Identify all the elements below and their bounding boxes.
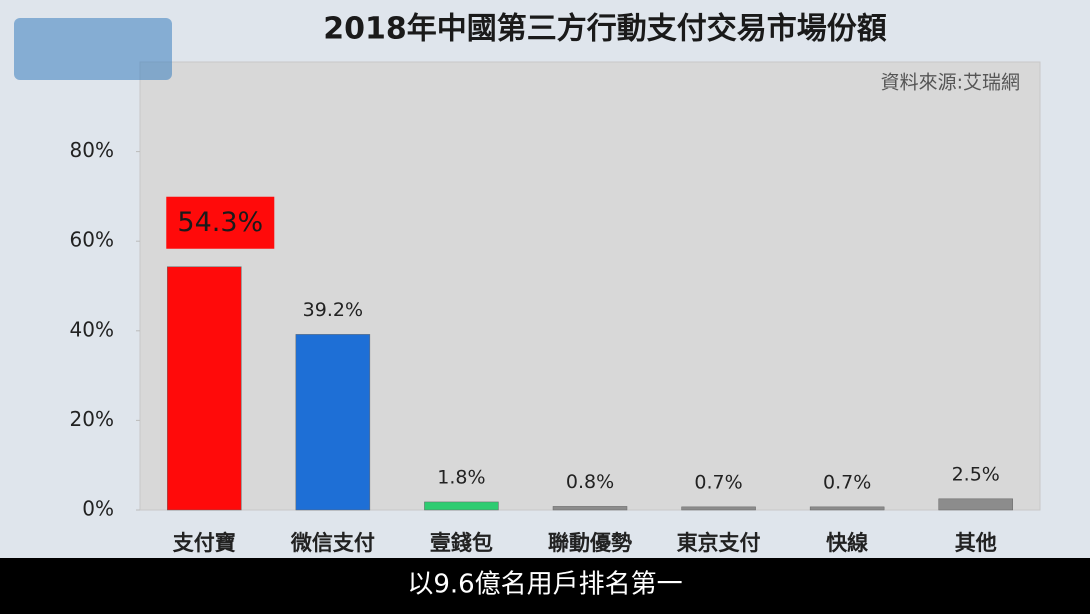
x-tick-label: 聯動優勢 [548,531,632,555]
value-label: 0.8% [566,471,614,493]
y-tick-label: 60% [70,228,114,252]
plot-area [139,61,1041,511]
bar [424,501,499,511]
y-tick-label: 80% [70,138,114,162]
value-label: 39.2% [303,299,363,321]
caption-band [0,558,1090,614]
y-tick-label: 40% [70,317,114,341]
caption: 以9.6億名用戶排名第一 [407,570,682,600]
x-tick-label: 支付寶 [173,531,236,555]
value-label: 54.3% [177,207,263,238]
chart-title: 2018年中國第三方行動支付交易市場份額 [323,12,887,47]
bar [681,506,756,511]
bar [938,498,1013,511]
bar [167,266,242,511]
bar [552,506,628,511]
value-label: 2.5% [952,463,1000,485]
bar [809,506,885,511]
bar [295,334,371,511]
value-label: 0.7% [823,471,871,493]
x-tick-label: 東京支付 [677,531,761,555]
value-label: 0.7% [694,471,742,493]
x-tick-label: 微信支付 [290,531,375,555]
highlight-box [166,196,275,249]
x-tick-label: 快線 [826,531,868,555]
source: 資料來源:艾瑞網 [881,72,1020,94]
x-tick-label: 其他 [955,531,997,555]
y-tick-label: 0% [82,497,114,521]
logo [14,18,172,80]
x-tick-label: 壹錢包 [430,531,493,555]
value-label: 1.8% [437,466,485,488]
y-tick-label: 20% [70,407,114,431]
